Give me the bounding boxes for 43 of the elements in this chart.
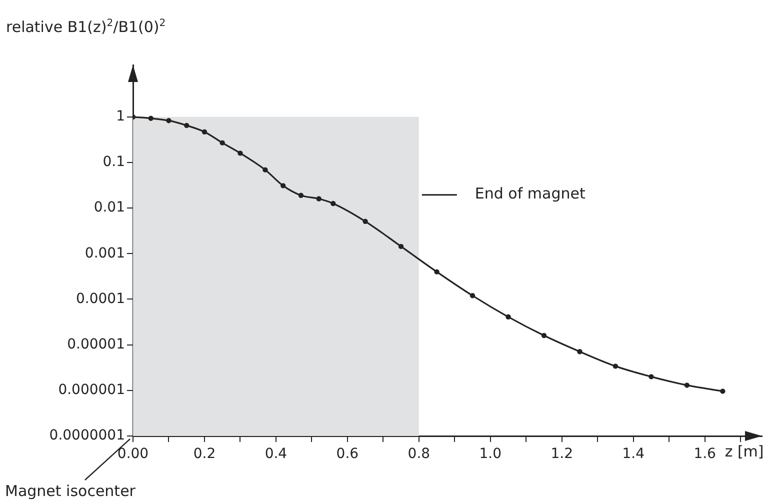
x-tick-label: 0.2: [193, 446, 216, 462]
point: [684, 382, 690, 388]
x-tick-label: 1.6: [694, 446, 716, 462]
point: [184, 122, 190, 128]
y-tick-label: 0.1: [102, 154, 125, 170]
x-tick-label: 0.00: [117, 446, 149, 462]
y-tick-label: 0.0000001: [49, 428, 125, 444]
point: [166, 118, 172, 124]
point: [720, 388, 726, 394]
point: [330, 200, 336, 206]
point: [220, 140, 225, 146]
annotation: Magnet isocenter: [5, 482, 136, 500]
point: [316, 196, 322, 202]
y-tick-label: 0.000001: [58, 382, 125, 398]
x-tick-label: 1.4: [622, 446, 645, 462]
point: [506, 314, 511, 320]
point: [238, 150, 243, 156]
point: [298, 192, 304, 198]
point: [280, 183, 286, 188]
y-tick-label: 0.001: [84, 245, 125, 262]
point: [434, 269, 440, 274]
point: [648, 374, 654, 380]
y-tick-label: 0.01: [94, 200, 125, 216]
y-tick-label: 1: [116, 108, 125, 125]
point: [148, 116, 154, 121]
point: [398, 244, 404, 250]
annotation: End of magnet: [474, 184, 586, 203]
y-tick-label: 0.00001: [67, 336, 125, 352]
point: [577, 349, 582, 354]
x-axis-title: z [m]: [724, 442, 764, 460]
point: [612, 364, 618, 369]
point: [470, 293, 476, 298]
point: [541, 332, 547, 338]
x-tick-label: 1.0: [479, 446, 502, 462]
point: [202, 129, 208, 134]
x-tick-label: 1.2: [550, 446, 573, 462]
x-tick-label: 0.4: [264, 446, 288, 462]
point: [362, 218, 368, 224]
x-tick-label: 0.6: [336, 446, 359, 462]
x-tick-label: 0.8: [408, 446, 430, 462]
y-axis-title: relative B1(z)$^{2}$/B1(0)$^{2}$: [6, 18, 166, 36]
point: [262, 167, 268, 172]
y-tick-label: 0.0001: [76, 290, 125, 307]
